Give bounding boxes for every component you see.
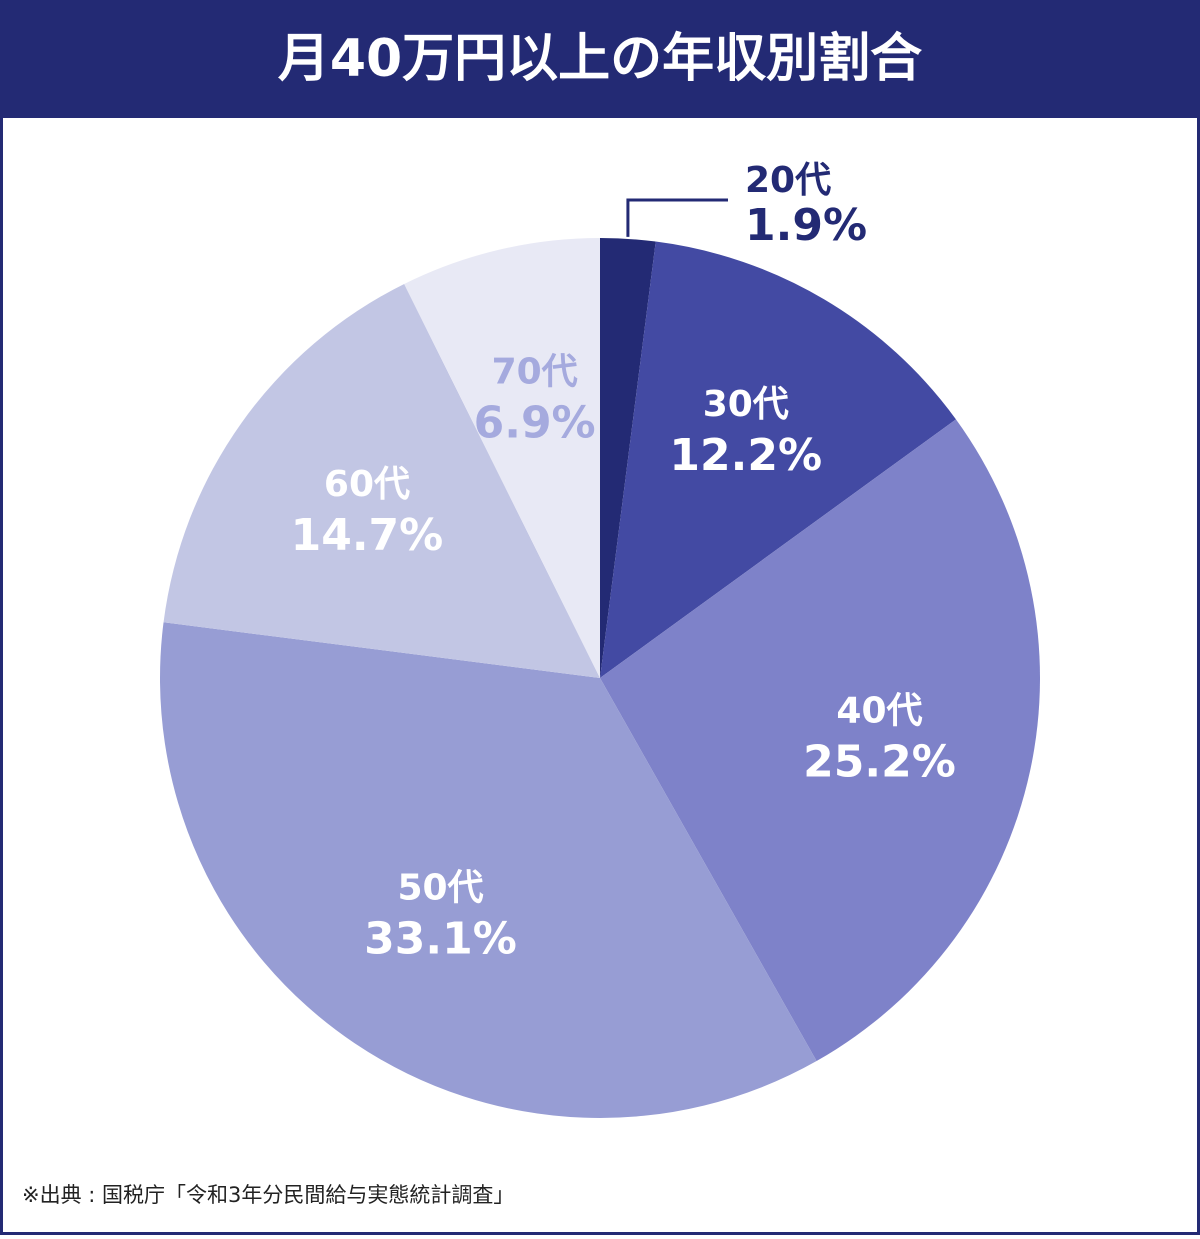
pie-slice [404,238,600,678]
value-label: 14.7% [291,510,444,561]
pie-slice [163,283,600,678]
pie-slice [600,238,656,678]
value-label: 12.2% [669,430,822,481]
pie-slice [600,241,956,678]
value-label: 6.9% [474,398,596,449]
source-note: ※出典 : 国税庁「令和3年分民間給与実態統計調査」 [22,1183,514,1207]
category-label: 30代 [703,384,789,425]
category-label: 20代 [745,160,831,201]
category-label: 50代 [397,867,483,908]
value-label: 1.9% [745,200,867,251]
category-label: 70代 [492,352,578,393]
value-label: 25.2% [803,737,956,788]
value-label: 33.1% [364,913,517,964]
pie-slice [600,419,1040,1061]
category-label: 60代 [324,464,410,505]
leader-line [626,198,728,237]
pie-slice [159,622,817,1118]
category-label: 40代 [836,691,922,732]
chart-title: 月40万円以上の年収別割合 [278,29,922,89]
